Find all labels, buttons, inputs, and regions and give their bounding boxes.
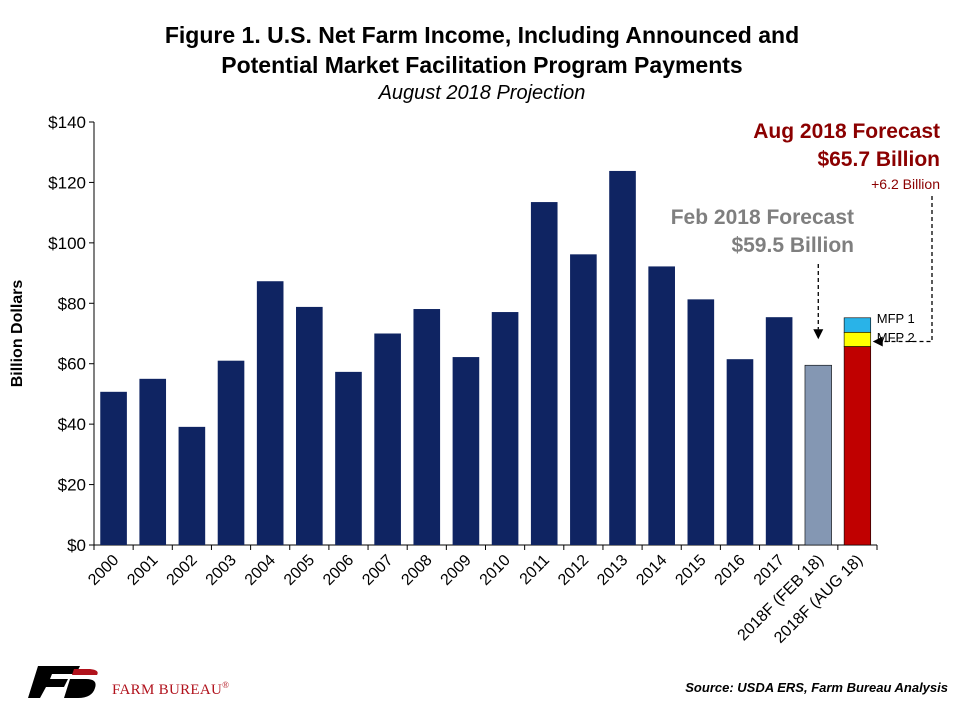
feb-forecast-value: $59.5 Billion — [731, 234, 854, 257]
y-tick-label: $0 — [67, 536, 86, 555]
mfp1-label: MFP 1 — [877, 311, 915, 326]
bar-2013 — [609, 170, 636, 545]
bar-2004 — [256, 281, 284, 545]
bar-2009 — [452, 357, 480, 545]
x-tick-label: 2003 — [203, 552, 240, 589]
bar-2008 — [413, 309, 441, 545]
chart-title-line-1: Figure 1. U.S. Net Farm Income, Includin… — [164, 22, 800, 48]
x-tick-label: 2014 — [633, 552, 670, 589]
y-axis-label: Billion Dollars — [9, 280, 26, 388]
x-tick-label: 2011 — [517, 552, 553, 588]
bar-2016 — [726, 359, 754, 545]
chart-title-line-2: Potential Market Facilitation Program Pa… — [221, 52, 743, 78]
stacked-segment-mfp-2 — [843, 331, 872, 347]
aug-arrow-line — [882, 196, 933, 343]
x-tick-label: 2015 — [672, 552, 709, 589]
y-tick-label: $120 — [48, 173, 86, 192]
bar-2001 — [139, 378, 167, 545]
y-tick-label: $40 — [58, 415, 86, 434]
x-tick-label: 2007 — [359, 552, 396, 589]
feb-forecast-label: Feb 2018 Forecast — [671, 206, 854, 229]
bar-2003 — [217, 360, 245, 545]
bar-2002 — [178, 426, 206, 545]
x-tick-label: 2002 — [164, 552, 201, 589]
x-tick-label: 2004 — [242, 552, 279, 589]
bar-2018f-aug-18- — [843, 346, 872, 546]
x-tick-label: 2013 — [594, 552, 631, 589]
bar-2005 — [296, 306, 323, 545]
bar-2015 — [687, 299, 715, 545]
logo-text: FARM BUREAU — [112, 682, 223, 698]
farm-bureau-wordmark: FARM BUREAU® — [112, 680, 229, 699]
feb-arrow-head — [813, 329, 824, 340]
x-tick-label: 2008 — [398, 552, 435, 589]
stacked-segment-mfp-1 — [843, 317, 872, 333]
bar-2012 — [570, 254, 597, 546]
y-tick-label: $80 — [58, 294, 86, 313]
x-tick-label: 2016 — [712, 552, 749, 589]
aug-forecast-change: +6.2 Billion — [871, 176, 940, 192]
x-tick-label: 2000 — [85, 552, 122, 589]
bar-2006 — [335, 371, 362, 545]
y-tick-label: $20 — [58, 476, 86, 495]
bar-2011 — [530, 202, 558, 545]
bar-2018f-feb-18- — [804, 364, 832, 546]
aug-forecast-value: $65.7 Billion — [817, 148, 940, 171]
farm-bureau-logo-icon — [28, 666, 98, 698]
x-tick-label: 2012 — [555, 552, 592, 589]
y-tick-label: $140 — [48, 113, 86, 132]
source-note: Source: USDA ERS, Farm Bureau Analysis — [685, 680, 948, 695]
bar-2000 — [100, 391, 127, 545]
bar-2014 — [648, 266, 675, 545]
bar-2017 — [765, 317, 793, 545]
aug-arrow-head — [872, 336, 883, 347]
bar-2007 — [374, 333, 401, 545]
x-tick-label: 2005 — [281, 552, 318, 589]
x-tick-label: 2009 — [438, 552, 475, 589]
x-tick-label: 2006 — [320, 552, 357, 589]
aug-forecast-label: Aug 2018 Forecast — [753, 120, 940, 143]
x-tick-label: 2010 — [477, 552, 514, 589]
logo-registered-mark: ® — [222, 680, 230, 690]
x-tick-label: 2001 — [124, 552, 161, 589]
y-tick-label: $60 — [58, 355, 86, 374]
y-tick-label: $100 — [48, 234, 86, 253]
bar-2010 — [491, 312, 519, 545]
chart-subtitle: August 2018 Projection — [378, 82, 586, 104]
